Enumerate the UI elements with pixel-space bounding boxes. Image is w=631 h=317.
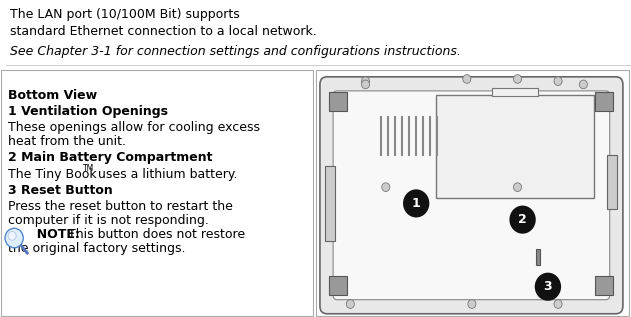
Text: These openings allow for cooling excess: These openings allow for cooling excess <box>8 121 260 134</box>
Text: heat from the unit.: heat from the unit. <box>8 135 126 148</box>
Text: 3 Reset Button: 3 Reset Button <box>8 184 113 197</box>
Bar <box>329 92 347 112</box>
Circle shape <box>362 77 370 86</box>
FancyBboxPatch shape <box>333 91 610 300</box>
Bar <box>536 249 540 265</box>
Text: This button does not restore: This button does not restore <box>28 228 245 241</box>
Text: NOTE:: NOTE: <box>28 228 80 241</box>
Bar <box>437 95 594 198</box>
Text: 1 Ventilation Openings: 1 Ventilation Openings <box>8 105 168 118</box>
Circle shape <box>382 183 390 191</box>
Bar <box>329 276 347 295</box>
Text: See Chapter 3-1 for connection settings and configurations instructions.: See Chapter 3-1 for connection settings … <box>10 45 461 58</box>
Text: the original factory settings.: the original factory settings. <box>8 242 186 256</box>
Text: 3: 3 <box>543 280 552 293</box>
Circle shape <box>362 80 370 89</box>
Text: Bottom View: Bottom View <box>8 89 97 102</box>
Circle shape <box>509 205 536 234</box>
Circle shape <box>403 189 429 217</box>
Circle shape <box>534 273 561 301</box>
Circle shape <box>5 228 23 248</box>
Circle shape <box>468 300 476 308</box>
Text: The LAN port (10/100M Bit) supports: The LAN port (10/100M Bit) supports <box>10 8 240 21</box>
Bar <box>325 165 335 241</box>
Text: 1: 1 <box>412 197 421 210</box>
Text: Press the reset button to restart the: Press the reset button to restart the <box>8 200 233 213</box>
Text: 2: 2 <box>518 213 527 226</box>
Circle shape <box>579 80 587 89</box>
Bar <box>492 87 538 96</box>
Text: The Tiny Book: The Tiny Book <box>8 168 97 181</box>
Circle shape <box>8 231 16 240</box>
Bar <box>594 92 613 112</box>
Circle shape <box>554 77 562 86</box>
Circle shape <box>514 74 522 83</box>
Text: computer if it is not responding.: computer if it is not responding. <box>8 214 209 227</box>
Bar <box>594 276 613 295</box>
Circle shape <box>514 183 522 191</box>
Text: uses a lithium battery.: uses a lithium battery. <box>94 168 238 181</box>
Circle shape <box>554 300 562 308</box>
Bar <box>606 155 617 209</box>
Circle shape <box>346 300 355 308</box>
Circle shape <box>463 74 471 83</box>
Text: standard Ethernet connection to a local network.: standard Ethernet connection to a local … <box>10 24 317 37</box>
FancyBboxPatch shape <box>320 77 623 314</box>
Text: TM: TM <box>83 165 94 173</box>
Text: 2 Main Battery Compartment: 2 Main Battery Compartment <box>8 152 213 165</box>
